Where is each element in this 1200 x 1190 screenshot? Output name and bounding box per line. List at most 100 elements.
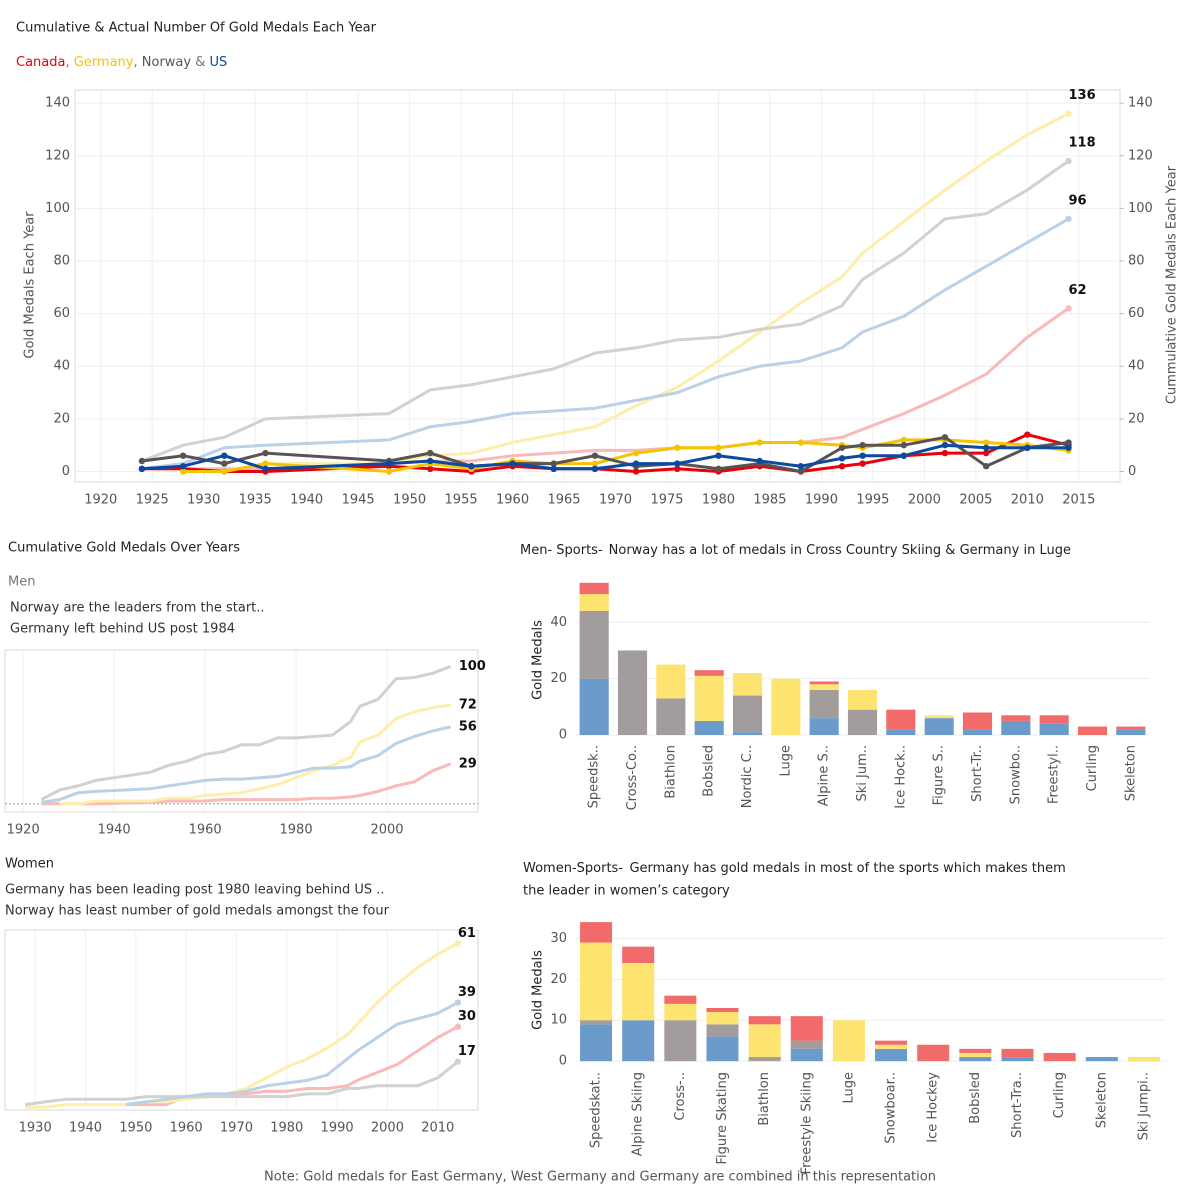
x-tick-label: 1930 — [187, 493, 220, 508]
x-tick-label: 1995 — [856, 493, 889, 508]
point — [674, 444, 681, 451]
bar-segment — [706, 1024, 739, 1037]
end-label: 136 — [1069, 88, 1096, 103]
chart-note: Norway has least number of gold medals a… — [5, 904, 390, 919]
point — [385, 468, 393, 475]
x-tick-label: Alpine Skiing — [631, 1072, 646, 1156]
point — [426, 465, 434, 473]
bar-segment — [1001, 1048, 1034, 1058]
x-tick-label: Skeleton — [1123, 745, 1138, 801]
legend: Canada, Germany, Norway & US — [16, 55, 227, 70]
point — [941, 441, 949, 449]
legend-separator: & — [191, 55, 209, 70]
series-line — [41, 762, 452, 806]
bar-segment — [809, 689, 839, 719]
bar-segment — [579, 678, 609, 736]
x-tick-label: Biathlon — [757, 1072, 772, 1126]
bar-segment — [694, 675, 724, 721]
x-tick-label: 1965 — [547, 493, 580, 508]
plot-frame — [4, 929, 479, 1111]
y2-tick-label: 60 — [1128, 306, 1145, 321]
bar-segment — [732, 732, 763, 736]
end-label: 118 — [1069, 136, 1096, 151]
x-tick-label: Ice Hock.. — [893, 745, 908, 809]
point — [509, 460, 516, 467]
bar-segment — [580, 1020, 613, 1025]
y2-tick-label: 80 — [1128, 254, 1145, 269]
end-label: 61 — [458, 926, 476, 941]
end-label: 96 — [1069, 193, 1087, 208]
x-tick-label: Ski Jum.. — [855, 745, 870, 802]
bar-segment — [748, 1024, 781, 1058]
chart-note: Germany has been leading post 1980 leavi… — [5, 883, 385, 898]
point — [941, 434, 949, 441]
bar-segment — [579, 611, 609, 679]
bar-segment — [580, 922, 613, 943]
y2-tick-label: 140 — [1128, 96, 1153, 111]
x-tick-label: Alpine S.. — [817, 745, 832, 806]
bar-segment — [917, 1044, 950, 1062]
bar-segment — [1001, 720, 1031, 736]
y-tick-label: 0 — [559, 1054, 567, 1069]
point — [715, 452, 722, 459]
bar-segment — [771, 678, 801, 736]
y-axis-label: Gold Medals Each Year — [23, 211, 38, 359]
x-tick-label: 1945 — [342, 493, 375, 508]
bar-segment — [694, 670, 724, 676]
y-tick-label: 120 — [45, 148, 70, 163]
point — [715, 444, 722, 451]
x-tick-label: Cross-.. — [673, 1072, 688, 1121]
x-tick-label: 1980 — [702, 493, 735, 508]
legend-entry: Canada — [16, 55, 65, 70]
y-tick-label: 20 — [53, 411, 70, 426]
bar-segment — [1043, 1052, 1076, 1062]
bar-segment — [790, 1040, 823, 1049]
point — [454, 1023, 462, 1030]
x-tick-label: 1940 — [290, 493, 323, 508]
point — [674, 465, 681, 473]
point — [1065, 305, 1072, 312]
bar-segment — [875, 1048, 908, 1062]
x-tick-label: 1935 — [239, 493, 272, 508]
plot-frame — [4, 649, 479, 813]
x-tick-label: 2000 — [908, 493, 941, 508]
chart-note: Norway are the leaders from the start.. — [10, 601, 265, 616]
bar-segment — [1116, 729, 1146, 736]
point — [900, 441, 907, 449]
x-tick-label: Luge — [778, 745, 793, 777]
bar-segment — [809, 681, 839, 685]
bar-segment — [622, 962, 655, 1021]
point — [982, 463, 990, 470]
point — [859, 441, 866, 449]
x-tick-label: Speedsk.. — [587, 745, 602, 808]
bar-segment — [1039, 723, 1069, 736]
series-line — [24, 1060, 459, 1107]
x-tick-label: 2000 — [370, 823, 403, 838]
bar-segment — [617, 650, 648, 736]
y-tick-label: 10 — [550, 1013, 567, 1028]
series-line — [183, 112, 1070, 473]
series-line — [141, 159, 1070, 463]
y-tick-label: 140 — [45, 96, 70, 111]
x-tick-label: Short-Tr.. — [970, 745, 985, 802]
end-label: 72 — [459, 697, 477, 712]
bar-segment — [875, 1044, 908, 1049]
x-tick-label: 1950 — [119, 1121, 152, 1136]
series-line — [59, 703, 451, 806]
bar-segment — [706, 1012, 739, 1025]
bar-segment — [809, 684, 839, 690]
end-label: 29 — [459, 756, 477, 771]
point — [179, 452, 187, 459]
point — [797, 463, 805, 470]
x-tick-label: 2010 — [421, 1121, 454, 1136]
point — [632, 449, 640, 457]
point — [982, 439, 990, 446]
y-tick-label: 100 — [45, 201, 70, 216]
point — [221, 452, 228, 459]
point — [900, 436, 907, 444]
chart-title-text: Women-Sports- — [523, 861, 623, 876]
x-tick-label: Snowbo.. — [1008, 745, 1023, 804]
x-tick-label: 1940 — [98, 823, 131, 838]
bar-segment — [580, 1024, 613, 1062]
chart-title-text: Men- Sports- — [520, 543, 603, 558]
